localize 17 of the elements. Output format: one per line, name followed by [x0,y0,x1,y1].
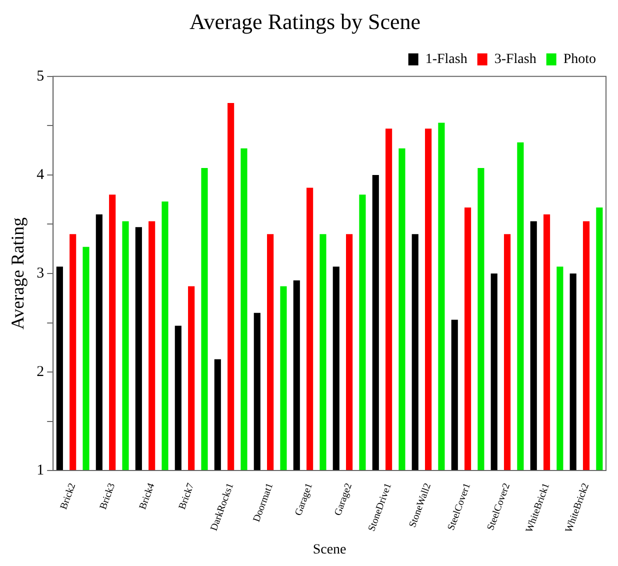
x-tick-label: Brick4 [137,482,158,512]
legend-label: 1-Flash [425,52,468,68]
legend-label: Photo [563,52,596,68]
x-axis-title: Scene [312,542,346,558]
x-tick-label: Garage2 [332,482,355,518]
y-tick-label: 3 [36,265,44,282]
chart-title: Average Ratings by Scene [189,8,421,34]
legend-label: 3-Flash [494,52,536,68]
x-tick-label: Brick7 [176,482,197,512]
y-axis-title: Average Rating [8,217,28,330]
x-tick-label: Brick3 [98,482,118,512]
y-tick-label: 5 [36,68,44,84]
y-tick-label: 1 [36,462,44,478]
x-tick-label: Garage1 [293,482,316,518]
x-tick-label: Brick2 [58,482,78,512]
y-tick-label: 2 [36,364,44,380]
y-tick-label: 4 [36,166,45,183]
